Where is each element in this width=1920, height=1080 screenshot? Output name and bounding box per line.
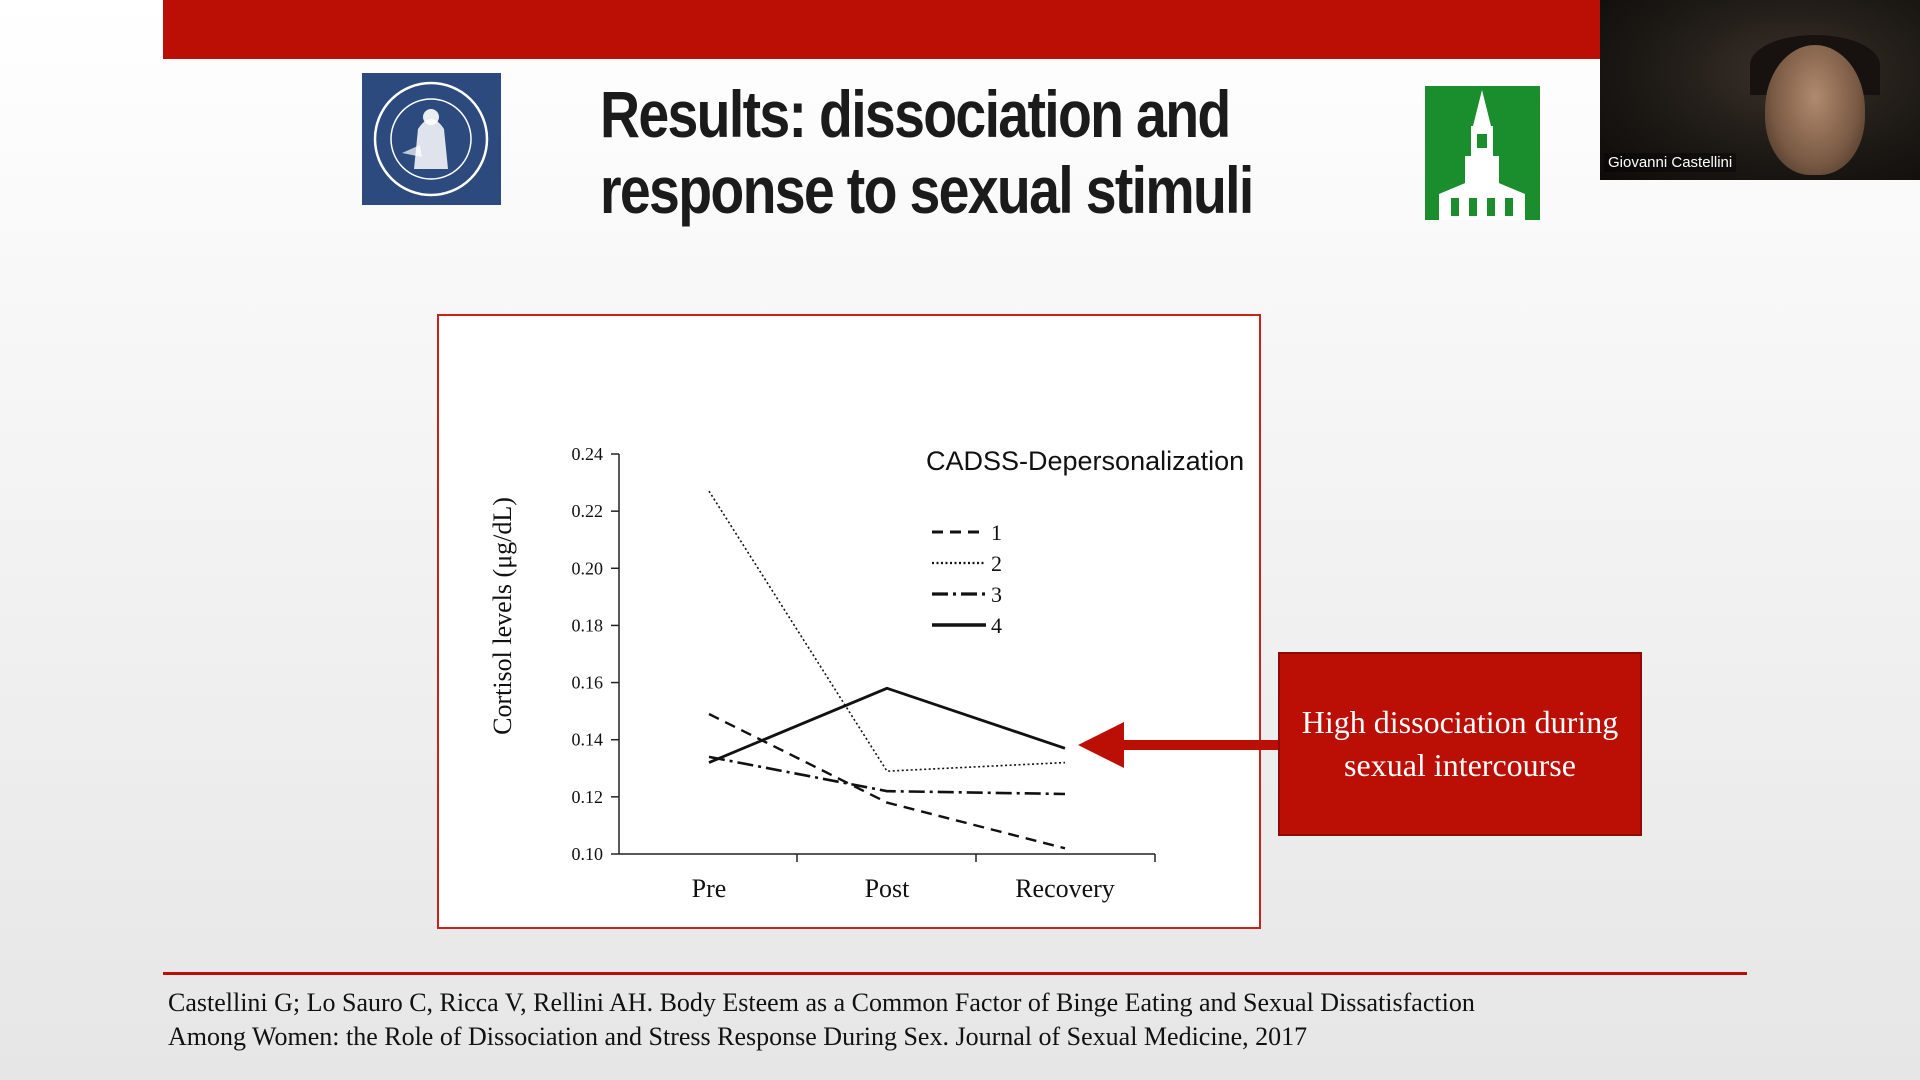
x-tick-label: Pre [692, 874, 727, 903]
y-tick-label: 0.12 [572, 787, 604, 807]
y-tick-label: 0.10 [572, 844, 604, 864]
y-tick-label: 0.24 [572, 444, 604, 464]
y-tick-label: 0.18 [572, 615, 604, 635]
legend-label-3: 3 [991, 582, 1002, 607]
legend-label-1: 1 [991, 520, 1002, 545]
y-tick-label: 0.14 [572, 730, 604, 750]
y-tick-label: 0.22 [572, 501, 604, 521]
callout-box: High dissociation during sexual intercou… [1278, 652, 1642, 836]
participant-video-tile[interactable]: Giovanni Castellini [1600, 0, 1920, 180]
series-line-2 [708, 490, 1066, 772]
y-axis-label: Cortisol levels (μg/dL) [488, 497, 517, 735]
slide-title-line-1: Results: dissociation and [600, 77, 1231, 151]
legend-title: CADSS-Depersonalization [926, 446, 1244, 476]
y-tick-label: 0.20 [572, 558, 604, 578]
chart-frame: 0.24 0.22 0.20 0.18 0.16 0.14 0.12 0.10 Pre Post… [437, 314, 1261, 929]
callout-arrow-icon [1078, 722, 1280, 768]
citation-line-2: Among Women: the Role of Dissociation an… [168, 1022, 1308, 1051]
series-line-1 [708, 712, 1066, 850]
legend-label-4: 4 [991, 613, 1002, 638]
slide-title: Results: dissociation and response to se… [600, 76, 1254, 228]
citation-line-1: Castellini G; Lo Sauro C, Ricca V, Relli… [168, 988, 1475, 1017]
slide-title-line-2: response to sexual stimuli [600, 153, 1254, 227]
participant-name: Giovanni Castellini [1604, 153, 1737, 172]
top-accent-bar [163, 0, 1600, 59]
series-line-4 [708, 686, 1066, 764]
y-tick-label: 0.16 [572, 673, 604, 693]
x-tick-label: Post [865, 874, 911, 903]
legend-label-2: 2 [991, 551, 1002, 576]
bottom-divider [163, 972, 1747, 975]
university-seal-icon [362, 73, 501, 205]
series-line-3 [708, 755, 1066, 796]
x-tick-label: Recovery [1015, 874, 1115, 903]
cortisol-line-chart: 0.24 0.22 0.20 0.18 0.16 0.14 0.12 0.10 Pre Post… [488, 444, 1244, 903]
citation: Castellini G; Lo Sauro C, Ricca V, Relli… [168, 986, 1738, 1054]
clock-tower-icon [1425, 86, 1540, 220]
participant-face [1765, 45, 1865, 175]
